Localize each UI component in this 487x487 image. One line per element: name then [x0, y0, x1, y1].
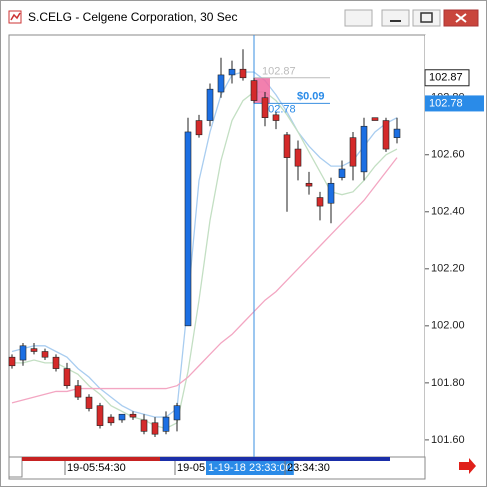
close-glyph	[455, 13, 467, 23]
candle-body	[118, 413, 126, 421]
candle-body	[107, 416, 115, 424]
maximize-button[interactable]	[412, 9, 441, 27]
candle-body	[217, 74, 225, 93]
candle-body	[52, 356, 60, 369]
candle-body	[162, 416, 170, 432]
x-tick-label: 19-05:54:30	[67, 462, 126, 474]
candle-body	[283, 134, 291, 158]
scroll-arrow[interactable]	[459, 458, 476, 474]
candle-body	[316, 197, 324, 207]
candle-body	[228, 68, 236, 76]
y-tick-label: 102.40	[431, 206, 465, 218]
measure-start-label: 102.87	[262, 66, 296, 78]
candle-body	[41, 351, 49, 358]
measure-box	[254, 77, 270, 104]
candle-body	[371, 117, 379, 121]
candle-body	[173, 405, 181, 421]
candle-body	[85, 396, 93, 409]
candle-body	[360, 125, 368, 173]
minimize-button[interactable]	[381, 9, 410, 27]
price-tag	[424, 69, 470, 87]
y-tick-label: 102.20	[431, 263, 465, 275]
candle-body	[382, 120, 390, 150]
candle-body	[184, 131, 192, 327]
plot-area	[8, 34, 426, 458]
price-tag-label: 102.78	[429, 97, 463, 109]
candle-body	[206, 88, 214, 121]
candle-body	[294, 148, 302, 167]
y-tick-label: 101.80	[431, 377, 465, 389]
candle-body	[393, 128, 401, 138]
candle-body	[327, 182, 335, 204]
scroll-box[interactable]	[8, 456, 23, 478]
candle-body	[74, 385, 82, 398]
candle-body	[272, 114, 280, 121]
price-tag-label: 102.87	[429, 72, 463, 84]
x-tick-label: 23:34:30	[287, 462, 330, 474]
moving-average-line	[11, 71, 398, 418]
candle-body	[305, 182, 313, 187]
candle-body	[239, 68, 247, 79]
timeline-strip	[160, 457, 390, 461]
candle-body	[30, 348, 38, 352]
maximize-glyph	[420, 12, 433, 23]
candle-body	[8, 356, 16, 367]
candle-body	[19, 345, 27, 361]
app-icon-glyph	[10, 12, 21, 21]
candle-body	[63, 368, 71, 387]
measure-end-label: 102.78	[262, 103, 296, 115]
y-tick-label: 102.60	[431, 149, 465, 161]
candle-body	[151, 422, 159, 435]
candle-body	[261, 97, 269, 118]
candle-body	[140, 419, 148, 432]
candle-body	[195, 120, 203, 136]
candle-body	[129, 413, 137, 418]
crosshair-time-box	[206, 461, 294, 475]
y-tick-label: 102.00	[431, 320, 465, 332]
link-button[interactable]	[344, 9, 373, 27]
candle-body	[349, 137, 357, 167]
x-tick-label: 19-05	[177, 462, 205, 474]
crosshair-time-label: 1-19-18 23:33:00	[208, 462, 292, 474]
timeline-strip	[22, 457, 160, 461]
price-tag	[425, 95, 484, 112]
measure-change-label: $0.09	[297, 90, 325, 102]
candle-body	[338, 168, 346, 178]
window-title: S.CELG - Celgene Corporation, 30 Sec	[28, 10, 237, 24]
candle-body	[250, 80, 258, 101]
y-tick-label: 101.60	[431, 434, 465, 446]
candle-body	[96, 405, 104, 426]
